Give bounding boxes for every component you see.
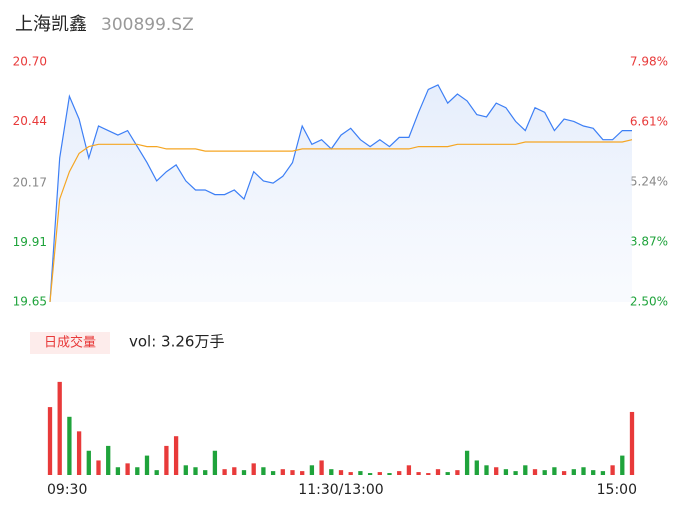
volume-bar bbox=[338, 470, 344, 475]
volume-bar bbox=[241, 470, 247, 475]
volume-bar bbox=[47, 407, 53, 475]
volume-bar bbox=[484, 465, 489, 475]
volume-bar bbox=[474, 460, 479, 475]
volume-bar bbox=[115, 467, 121, 475]
volume-bar bbox=[261, 467, 266, 475]
y2-tick-label: 6.61% bbox=[630, 115, 668, 129]
volume-bar bbox=[523, 465, 528, 475]
volume-bar bbox=[173, 436, 179, 475]
volume-bar bbox=[329, 469, 334, 475]
volume-bar bbox=[154, 470, 159, 475]
volume-bar bbox=[183, 465, 188, 475]
y2-tick-label: 2.50% bbox=[630, 295, 668, 309]
volume-label: vol: 3.26万手 bbox=[129, 333, 224, 351]
volume-bar bbox=[406, 465, 412, 475]
volume-bar bbox=[581, 467, 586, 475]
chart-subtitle: 300899.SZ bbox=[101, 15, 194, 35]
volume-bar bbox=[513, 471, 518, 475]
volume-bar bbox=[571, 469, 576, 475]
volume-bar bbox=[561, 471, 567, 475]
volume-bar bbox=[610, 465, 615, 475]
volume-bar bbox=[290, 470, 295, 475]
volume-bar bbox=[377, 472, 382, 475]
y2-tick-label: 5.24% bbox=[630, 175, 668, 189]
volume-bar bbox=[106, 445, 111, 475]
volume-bar bbox=[125, 463, 130, 475]
volume-bar bbox=[319, 460, 324, 475]
y2-tick-label: 7.98% bbox=[630, 55, 668, 69]
y-tick-label: 19.91 bbox=[13, 235, 47, 249]
x-tick-label: 11:30/13:00 bbox=[298, 482, 383, 498]
volume-bar bbox=[552, 467, 557, 475]
volume-bar bbox=[532, 469, 538, 475]
volume-bar bbox=[280, 469, 285, 475]
y-tick-label: 19.65 bbox=[13, 295, 47, 309]
volume-bar bbox=[358, 471, 363, 475]
line-average bbox=[49, 139, 633, 303]
volume-bar bbox=[397, 471, 402, 475]
volume-bar bbox=[367, 473, 373, 475]
volume-bar bbox=[144, 455, 150, 475]
volume-bar bbox=[542, 470, 547, 475]
volume-bar bbox=[445, 472, 450, 475]
volume-bar bbox=[464, 450, 470, 475]
volume-bar bbox=[222, 469, 227, 475]
volume-bar bbox=[309, 465, 315, 475]
volume-bar bbox=[600, 471, 606, 475]
volume-bar bbox=[426, 473, 431, 475]
volume-bar bbox=[251, 463, 256, 475]
volume-bar bbox=[455, 470, 460, 475]
volume-bar bbox=[232, 467, 237, 475]
volume-bar bbox=[164, 445, 169, 475]
volume-bar bbox=[300, 471, 305, 475]
y-tick-label: 20.70 bbox=[13, 55, 47, 69]
volume-bar bbox=[203, 470, 208, 475]
x-tick-label: 15:00 bbox=[597, 482, 637, 498]
volume-title: 日成交量 bbox=[44, 335, 96, 351]
volume-bar bbox=[494, 467, 499, 475]
volume-bar bbox=[591, 470, 596, 475]
volume-bar bbox=[76, 431, 82, 475]
volume-bar bbox=[67, 416, 72, 475]
volume-bar bbox=[348, 472, 353, 475]
y2-tick-label: 3.87% bbox=[630, 235, 668, 249]
y-tick-label: 20.17 bbox=[13, 176, 47, 190]
volume-bar bbox=[416, 472, 421, 475]
volume-bar bbox=[193, 467, 198, 475]
line-price bbox=[49, 84, 632, 303]
volume-bar bbox=[503, 469, 509, 475]
volume-bar bbox=[435, 469, 441, 475]
chart-title: 上海凯鑫 bbox=[15, 14, 87, 35]
volume-bar bbox=[86, 450, 91, 475]
volume-bar bbox=[96, 460, 101, 475]
x-tick-label: 09:30 bbox=[47, 482, 87, 498]
volume-bar bbox=[212, 450, 218, 475]
price-area bbox=[50, 84, 632, 303]
volume-bar bbox=[135, 467, 140, 475]
volume-bar bbox=[270, 471, 276, 475]
volume-title-bg bbox=[30, 332, 110, 354]
volume-bar bbox=[57, 381, 62, 475]
y-tick-label: 20.44 bbox=[13, 114, 47, 128]
volume-bar bbox=[387, 473, 392, 475]
volume-bar bbox=[620, 455, 625, 475]
volume-bar bbox=[629, 411, 635, 475]
